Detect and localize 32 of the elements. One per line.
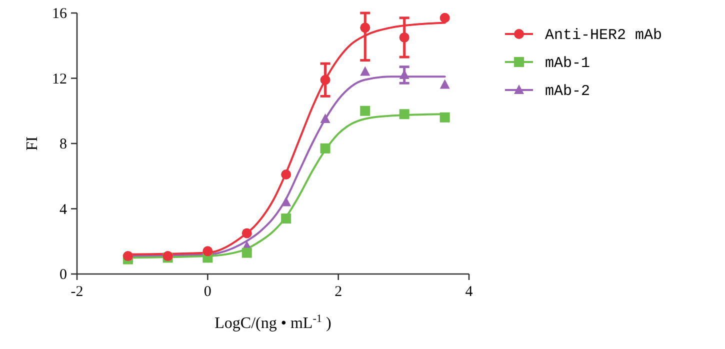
point (281, 196, 292, 206)
y-tick-label: 16 (52, 6, 68, 22)
x-tick-label: 4 (465, 284, 474, 300)
point (360, 22, 370, 33)
legend-label: mAb-2 (545, 83, 590, 100)
x-tick-label: -2 (70, 284, 84, 300)
point (360, 66, 370, 76)
point (440, 12, 450, 23)
point (320, 143, 330, 154)
y-axis-title: FI (24, 136, 41, 151)
point (242, 248, 252, 258)
point (122, 251, 133, 262)
point (399, 109, 410, 120)
point (440, 112, 450, 122)
x-axis-title: LogC/(ng • mL$^{-1}$ ) (214, 313, 332, 332)
point (399, 32, 410, 42)
point (440, 79, 450, 89)
y-tick-label: 0 (60, 267, 67, 283)
y-tick-label: 8 (60, 136, 67, 152)
point (281, 169, 292, 180)
x-tick-label: 0 (204, 284, 212, 300)
point (242, 228, 252, 238)
point (320, 114, 330, 124)
point (281, 214, 292, 224)
legend-label: mAb-1 (545, 55, 590, 72)
x-tick-label: 2 (334, 284, 342, 300)
point (320, 74, 330, 85)
y-tick-label: 12 (52, 71, 67, 88)
legend-label: Anti-HER2 mAb (545, 27, 662, 44)
y-tick-label: 4 (60, 202, 68, 218)
point (360, 106, 370, 116)
point (202, 246, 213, 256)
